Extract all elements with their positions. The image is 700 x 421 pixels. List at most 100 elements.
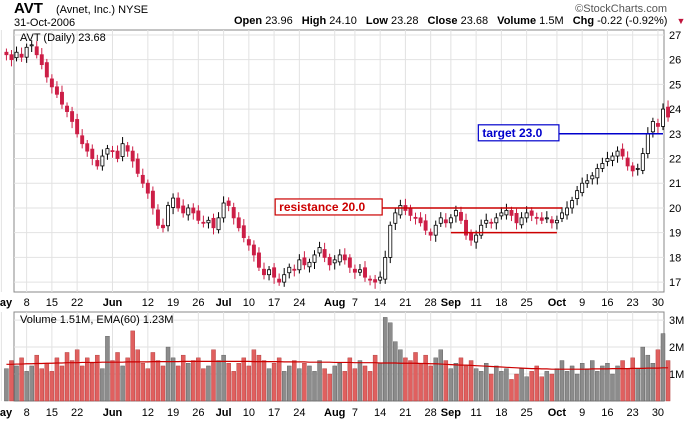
candle-body	[645, 133, 650, 154]
volume-bar	[635, 368, 640, 402]
price-x-tick-label: 7	[352, 297, 358, 309]
volume-bar	[160, 365, 166, 402]
volume-bar	[14, 365, 19, 402]
volume-bar	[79, 365, 85, 402]
candle-body	[565, 207, 569, 216]
candle-body	[85, 143, 90, 152]
volume-bar	[241, 357, 247, 402]
candle-body	[363, 267, 367, 278]
volume-bar	[554, 368, 560, 402]
volume-x-tick-label: 11	[470, 407, 481, 419]
volume-bar	[610, 373, 615, 402]
candle-body	[75, 119, 80, 135]
volume-bar	[271, 363, 277, 402]
volume-bar	[418, 363, 423, 402]
candle-body	[549, 219, 554, 224]
candle-body	[615, 150, 620, 157]
chart-date: 31-Oct-2006	[14, 17, 76, 29]
close-label: Close	[427, 15, 458, 27]
candle-body	[130, 150, 135, 162]
high-label: High	[301, 15, 327, 27]
candle-body	[393, 212, 398, 224]
candle-body	[44, 62, 49, 78]
volume-bar	[130, 330, 135, 402]
volume-x-tick-label: 8	[24, 407, 30, 419]
volume-bar	[186, 363, 191, 402]
volume-bar	[236, 363, 241, 402]
volume-bar	[180, 354, 186, 402]
candle-body	[110, 150, 115, 153]
candle-body	[368, 278, 373, 281]
volume-bar	[645, 354, 651, 402]
volume-bar	[534, 365, 539, 402]
volume-bar	[39, 368, 44, 402]
volume-bar	[216, 360, 221, 402]
volume-bar	[175, 365, 181, 402]
candle-body	[479, 224, 484, 236]
candle-body	[459, 212, 463, 221]
volume-bar	[327, 373, 332, 402]
price-panel-frame	[13, 29, 665, 293]
candle-body	[95, 160, 100, 167]
price-x-tick-label: 14	[374, 297, 386, 309]
volume-bar	[332, 365, 337, 402]
candle-body	[398, 205, 403, 216]
volume-x-tick-label: 25	[521, 407, 533, 419]
volume-bar	[90, 363, 95, 402]
candle-body	[337, 254, 342, 263]
volume-bar	[509, 379, 514, 402]
price-x-tick-label: 16	[601, 297, 613, 309]
candle-body	[312, 254, 317, 263]
volume-bar	[317, 360, 322, 402]
open-label: Open	[234, 15, 263, 27]
volume-bar	[322, 368, 327, 402]
annotation-box	[274, 198, 383, 216]
candle-body	[307, 261, 312, 268]
low-label: Low	[365, 15, 388, 27]
price-x-tick-label: 28	[425, 297, 437, 309]
volume-bar	[463, 365, 469, 402]
volume-x-tick-label: 23	[627, 407, 639, 419]
volume-y-tick-label: 2M	[669, 342, 684, 354]
volume-x-tick-label: 9	[579, 407, 585, 419]
volume-x-tick-label: 26	[192, 407, 204, 419]
candle-body	[287, 266, 292, 274]
candle-body	[590, 175, 595, 180]
candle-body	[443, 219, 448, 224]
candle-body	[519, 217, 524, 226]
volume-x-tick-label: 7	[352, 407, 358, 419]
price-x-tick-label: 30	[652, 297, 664, 309]
price-x-tick-label: 23	[627, 297, 639, 309]
candle-body	[388, 224, 393, 258]
volume-x-tick-label: Aug	[324, 407, 345, 419]
volume-bar	[564, 371, 570, 402]
candle-body	[347, 257, 352, 268]
candle-body	[54, 86, 59, 95]
candle-body	[357, 269, 362, 273]
volume-label: Volume	[497, 15, 537, 27]
candle-body	[267, 269, 272, 276]
price-x-tick-label: 11	[470, 297, 481, 309]
volume-bar	[140, 363, 146, 402]
volume-bar	[484, 363, 489, 402]
volume-bar	[95, 354, 100, 402]
candle-body	[246, 239, 251, 246]
volume-bar	[85, 357, 90, 402]
candle-body	[600, 163, 605, 169]
candle-body	[378, 276, 383, 281]
candle-body	[317, 247, 322, 254]
volume-bar	[357, 360, 363, 402]
candle-body	[161, 224, 165, 229]
volume-bar	[150, 352, 156, 402]
volume-bar	[590, 360, 595, 402]
volume-bar	[49, 371, 55, 402]
volume-bar	[393, 341, 398, 402]
volume-x-tick-label: 24	[293, 407, 305, 419]
volume-bar	[24, 371, 29, 402]
candle-body	[433, 224, 438, 236]
volume-bar	[519, 368, 524, 402]
price-legend: AVT (Daily) 23.68	[20, 32, 106, 44]
volume-bar	[44, 363, 50, 402]
candle-body	[120, 143, 125, 157]
candle-body	[453, 210, 458, 217]
